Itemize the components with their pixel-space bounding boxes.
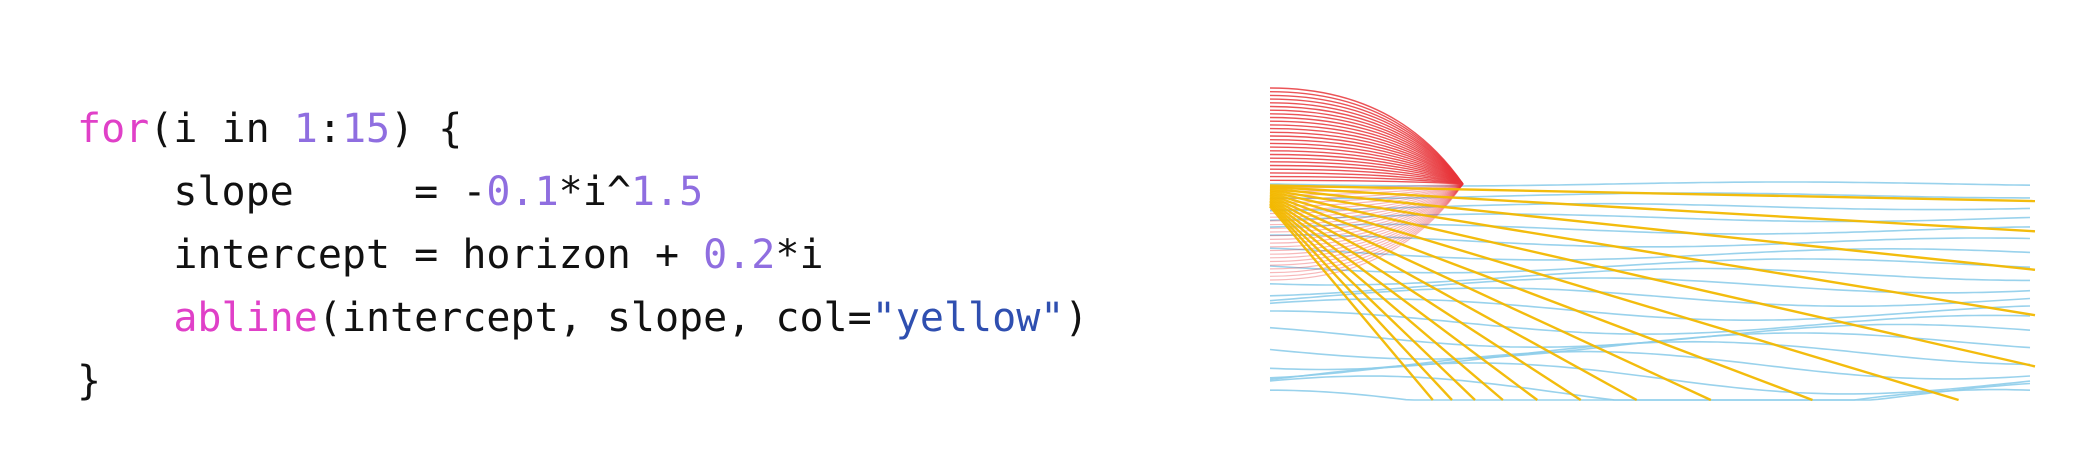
decor-line xyxy=(1269,175,1464,185)
decor-line xyxy=(1270,310,2031,335)
code-line: abline(intercept, slope, col="yellow") xyxy=(77,287,1088,350)
decor-line xyxy=(1269,196,1638,402)
decor-line xyxy=(1269,202,2031,212)
decor-line xyxy=(1269,287,2031,307)
decor-line xyxy=(1269,362,2031,395)
code-line: intercept = horizon + 0.2*i xyxy=(77,224,1088,287)
decor-line xyxy=(1269,164,1464,185)
decor-line xyxy=(1269,187,2036,271)
decor-line xyxy=(1269,197,1582,402)
decor-line xyxy=(1269,185,2036,233)
decor-line xyxy=(1269,298,2031,321)
decor-line xyxy=(1269,213,2031,223)
decor-line xyxy=(1269,161,1464,185)
decor-line xyxy=(1269,190,2036,368)
decor-line xyxy=(1269,146,1464,185)
code-token: } xyxy=(77,358,102,404)
code-line: } xyxy=(77,350,1088,413)
decor-line xyxy=(1269,332,2031,360)
decor-line xyxy=(1269,153,1464,185)
code-token: for xyxy=(77,106,150,152)
code-token: 0.1 xyxy=(486,169,559,215)
decor-line xyxy=(1269,258,2031,274)
code-token: *i^ xyxy=(558,169,631,215)
code-token: ) { xyxy=(390,106,463,152)
code-token xyxy=(77,295,173,341)
decor-line xyxy=(1269,135,1464,185)
decor-line xyxy=(1269,150,1464,185)
decor-line xyxy=(1269,172,1464,185)
code-token: "yellow" xyxy=(871,295,1065,341)
decor-line xyxy=(1269,234,2031,248)
decor-line xyxy=(1269,183,1464,222)
decor-line xyxy=(1269,204,1453,401)
decor-line xyxy=(1269,183,1464,277)
decor-line xyxy=(1269,183,1464,259)
decor-line xyxy=(1269,202,1476,401)
decor-line xyxy=(1270,388,2031,401)
decor-line xyxy=(1269,181,2031,187)
code-token: 15 xyxy=(341,106,391,152)
decor-line xyxy=(1269,267,2030,286)
decor-line xyxy=(1269,183,1464,252)
decor-line xyxy=(1269,142,1464,185)
code-line: for(i in 1:15) { xyxy=(77,98,1088,161)
decor-line xyxy=(1269,183,1464,237)
decor-line xyxy=(1269,199,1539,401)
decor-line xyxy=(1269,201,1504,401)
decor-line xyxy=(1269,194,1712,402)
decor-line xyxy=(1269,183,1464,263)
decor-line xyxy=(1269,168,1464,185)
code-token: 1.5 xyxy=(630,169,704,215)
code-block: for(i in 1:15) { slope = -0.1*i^1.5 inte… xyxy=(77,98,1088,413)
code-token: intercept = horizon + xyxy=(77,232,704,278)
decor-line xyxy=(1269,191,1959,402)
code-line: slope = -0.1*i^1.5 xyxy=(77,161,1088,224)
decor-line xyxy=(1269,184,2036,203)
code-token: : xyxy=(317,106,342,152)
decor-line xyxy=(1269,223,2031,235)
code-token: *i xyxy=(775,232,824,278)
code-token: slope = - xyxy=(77,169,487,215)
code-token: ) xyxy=(1064,295,1089,341)
code-token: (intercept, slope, col= xyxy=(317,295,872,341)
decor-line xyxy=(1269,183,1464,274)
decor-line xyxy=(1269,157,1464,185)
decor-line xyxy=(1269,179,1464,185)
decor-line xyxy=(1269,205,1434,401)
decor-line xyxy=(1269,340,2031,371)
code-token: abline xyxy=(173,295,318,341)
decor-line xyxy=(1269,183,1464,266)
decor-line xyxy=(1269,188,2036,317)
code-token: 1 xyxy=(293,106,318,152)
code-token: (i in xyxy=(149,106,294,152)
decor-line xyxy=(1269,139,1464,185)
decor-line xyxy=(1269,350,2031,380)
decor-line xyxy=(1269,193,1813,402)
code-token: 0.2 xyxy=(703,232,776,278)
